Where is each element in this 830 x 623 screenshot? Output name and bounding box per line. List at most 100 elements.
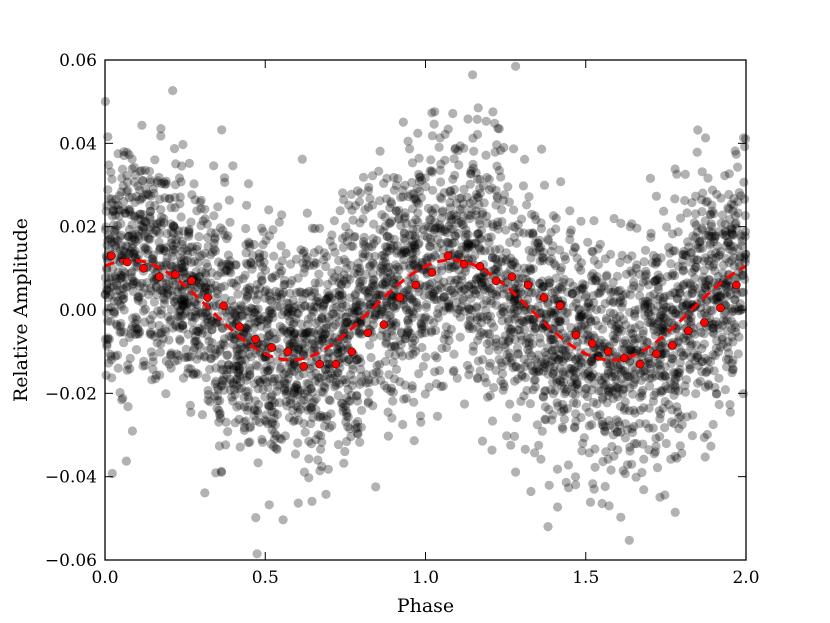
scatter-point: [258, 262, 268, 272]
scatter-point: [701, 368, 711, 378]
scatter-point: [638, 367, 648, 377]
scatter-point: [421, 281, 431, 291]
scatter-point: [222, 370, 232, 380]
scatter-point: [201, 308, 211, 318]
scatter-point: [207, 316, 217, 326]
scatter-point: [558, 424, 568, 434]
scatter-point: [215, 410, 225, 420]
scatter-point: [688, 410, 698, 420]
scatter-point: [269, 413, 279, 423]
scatter-point: [377, 291, 387, 301]
scatter-point: [386, 310, 396, 320]
scatter-point: [348, 241, 358, 251]
scatter-point: [638, 326, 648, 336]
scatter-point: [104, 358, 114, 368]
scatter-point: [615, 360, 625, 370]
scatter-point: [550, 386, 560, 396]
scatter-cloud: [100, 61, 751, 559]
scatter-point: [560, 389, 570, 399]
scatter-point: [178, 266, 188, 277]
scatter-point: [249, 379, 260, 389]
scatter-point: [228, 161, 238, 171]
scatter-point: [538, 366, 549, 376]
scatter-point: [661, 314, 671, 324]
scatter-point: [532, 420, 543, 430]
scatter-point: [405, 260, 415, 270]
scatter-point: [286, 259, 296, 269]
scatter-point: [417, 342, 427, 353]
scatter-point: [487, 298, 497, 308]
scatter-point: [724, 257, 734, 268]
scatter-point: [149, 297, 159, 307]
scatter-point: [407, 240, 417, 250]
scatter-point: [653, 281, 663, 292]
scatter-point: [577, 283, 588, 293]
scatter-point: [300, 301, 310, 311]
scatter-point: [483, 233, 493, 243]
scatter-point: [301, 334, 311, 344]
scatter-point: [446, 217, 456, 227]
scatter-point: [245, 242, 255, 252]
scatter-point: [225, 262, 235, 272]
scatter-point: [124, 248, 134, 259]
scatter-point: [540, 386, 550, 396]
y-tick-label: 0.04: [59, 134, 97, 154]
scatter-point: [192, 300, 202, 310]
scatter-point: [302, 378, 312, 388]
scatter-point: [324, 316, 334, 326]
scatter-point: [170, 192, 180, 202]
scatter-point: [140, 228, 150, 239]
scatter-point: [158, 261, 169, 271]
scatter-point: [620, 469, 630, 479]
scatter-point: [514, 227, 525, 237]
scatter-point: [558, 369, 568, 379]
scatter-point: [683, 242, 694, 252]
scatter-point: [627, 424, 637, 434]
x-tick-label: 0.0: [91, 568, 118, 588]
scatter-point: [450, 231, 460, 241]
scatter-point: [648, 423, 658, 433]
scatter-point: [251, 513, 261, 523]
scatter-point: [435, 192, 445, 202]
scatter-point: [394, 213, 404, 223]
scatter-point: [259, 250, 269, 260]
scatter-point: [479, 329, 489, 339]
scatter-point: [130, 212, 140, 222]
scatter-point: [373, 290, 384, 300]
scatter-point: [614, 420, 625, 430]
binned-point: [283, 347, 292, 356]
scatter-point: [262, 366, 273, 376]
scatter-point: [243, 340, 253, 350]
scatter-point: [361, 286, 371, 296]
scatter-point: [415, 411, 426, 421]
scatter-point: [402, 327, 412, 338]
scatter-point: [267, 296, 277, 306]
scatter-point: [424, 290, 434, 300]
scatter-point: [609, 368, 619, 379]
scatter-point: [343, 384, 353, 395]
scatter-point: [494, 124, 504, 134]
scatter-point: [349, 232, 359, 242]
scatter-point: [735, 253, 745, 263]
scatter-point: [552, 285, 563, 295]
scatter-point: [573, 294, 583, 304]
scatter-point: [138, 175, 148, 186]
scatter-point: [371, 302, 381, 313]
scatter-point: [465, 312, 475, 322]
scatter-point: [628, 335, 638, 345]
scatter-point: [406, 242, 416, 252]
scatter-point: [362, 318, 372, 328]
scatter-point: [150, 332, 160, 342]
scatter-point: [740, 141, 750, 152]
scatter-point: [619, 366, 630, 376]
scatter-point: [511, 361, 521, 372]
scatter-point: [424, 382, 434, 392]
scatter-point: [553, 401, 563, 411]
scatter-point: [595, 410, 605, 420]
scatter-point: [484, 185, 494, 195]
scatter-point: [543, 327, 553, 337]
scatter-point: [414, 287, 424, 297]
scatter-point: [298, 294, 308, 304]
scatter-point: [264, 305, 274, 315]
scatter-point: [339, 195, 349, 205]
